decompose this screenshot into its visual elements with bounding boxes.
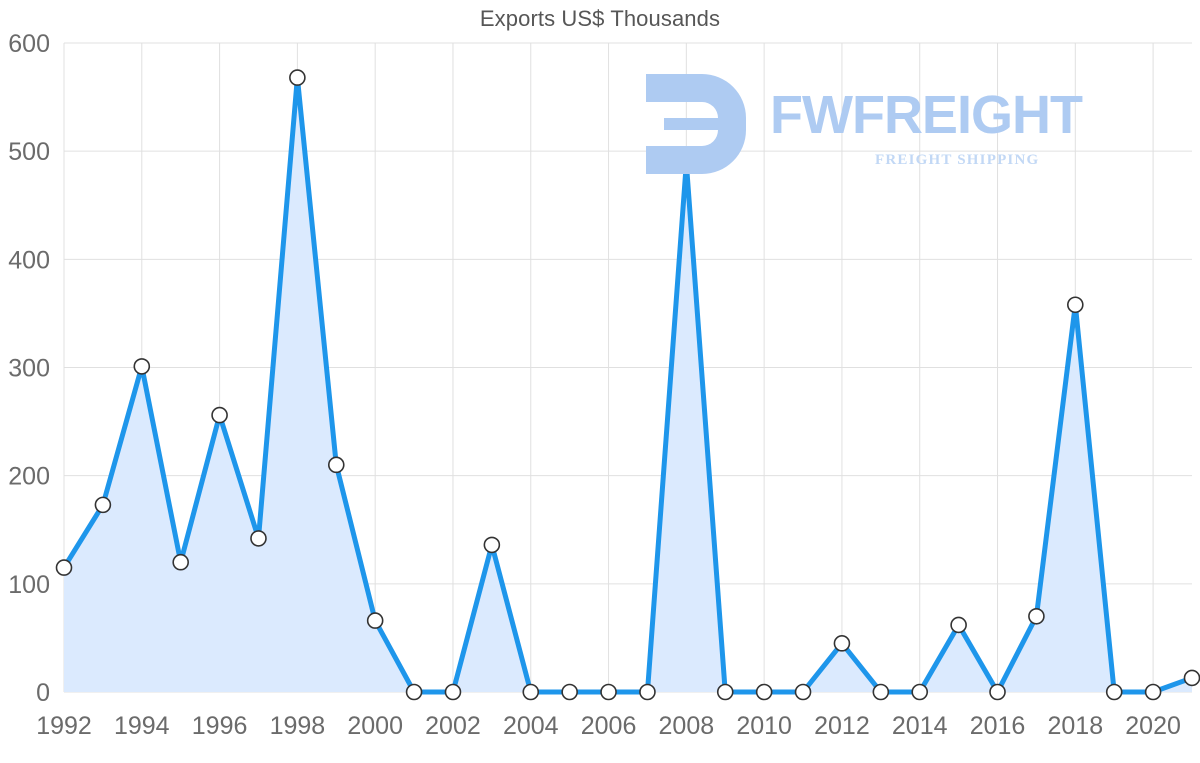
data-point-marker[interactable] <box>172 553 189 571</box>
data-point-marker[interactable] <box>1144 683 1162 701</box>
x-axis-tick-label: 1994 <box>114 712 170 740</box>
data-point-marker[interactable] <box>1105 683 1123 701</box>
data-point-marker[interactable] <box>1183 669 1200 687</box>
data-point-marker[interactable] <box>522 683 540 701</box>
data-point-marker[interactable] <box>755 683 773 701</box>
data-point-marker[interactable] <box>833 635 851 652</box>
x-axis-tick-label: 2014 <box>892 712 948 740</box>
x-axis-tick-label: 1996 <box>192 712 248 740</box>
data-point-marker[interactable] <box>289 69 306 86</box>
x-axis-tick-label: 2006 <box>581 712 637 740</box>
data-point-marker[interactable] <box>250 530 267 547</box>
y-axis-tick-label: 100 <box>8 571 50 599</box>
data-point-marker[interactable] <box>483 536 501 554</box>
y-axis-tick-label: 500 <box>8 138 50 166</box>
y-axis-tick-label: 600 <box>8 30 50 58</box>
x-axis-tick-label: 2002 <box>425 712 481 740</box>
data-point-marker[interactable] <box>327 456 345 474</box>
y-axis-tick-label: 300 <box>8 355 50 383</box>
data-point-marker[interactable] <box>600 683 617 701</box>
data-point-marker[interactable] <box>366 612 384 629</box>
y-axis-tick-label: 400 <box>8 246 50 274</box>
data-point-marker[interactable] <box>94 496 112 514</box>
data-point-marker[interactable] <box>911 683 929 701</box>
x-axis-tick-label: 1992 <box>36 712 92 740</box>
x-axis-tick-label: 2016 <box>970 712 1026 740</box>
data-point-marker[interactable] <box>794 683 812 701</box>
data-point-marker[interactable] <box>1028 607 1045 625</box>
x-axis-tick-label: 2008 <box>659 712 715 740</box>
x-axis-tick-label: 2010 <box>736 712 792 740</box>
x-axis-tick-label: 1998 <box>270 712 326 740</box>
data-point-marker[interactable] <box>1067 296 1084 314</box>
x-axis-tick-label: 2018 <box>1047 712 1103 740</box>
y-axis-tick-label: 0 <box>36 679 50 707</box>
x-axis-tick-labels: 1992 1994 1996 1998 2000 2002 2004 2006 2008 2010… <box>36 712 1181 740</box>
data-point-marker[interactable] <box>872 683 890 701</box>
data-point-marker[interactable] <box>989 683 1006 701</box>
x-axis-tick-label: 2020 <box>1125 712 1181 740</box>
data-point-marker[interactable] <box>405 683 423 701</box>
data-point-marker[interactable] <box>211 406 228 424</box>
data-point-marker[interactable] <box>639 683 656 701</box>
data-point-marker[interactable] <box>133 358 151 375</box>
y-axis-tick-labels: 0 100 200 300 400 500 600 <box>8 30 50 707</box>
y-axis-tick-label: 200 <box>8 463 50 491</box>
line-path <box>61 75 1195 695</box>
x-axis-tick-label: 2000 <box>347 712 403 740</box>
area-fill-path <box>64 77 1192 693</box>
area-fill <box>64 77 1192 693</box>
data-point-marker[interactable] <box>716 683 734 701</box>
data-point-marker[interactable] <box>678 154 695 172</box>
series-line <box>61 75 1195 695</box>
x-axis-tick-label: 2012 <box>814 712 870 740</box>
data-point-marker[interactable] <box>950 616 967 634</box>
data-point-marker[interactable] <box>55 559 73 576</box>
chart-title: Exports US$ Thousands <box>479 6 721 31</box>
x-axis-tick-label: 2004 <box>503 712 559 740</box>
data-point-marker[interactable] <box>561 683 578 701</box>
data-point-marker[interactable] <box>444 683 462 701</box>
